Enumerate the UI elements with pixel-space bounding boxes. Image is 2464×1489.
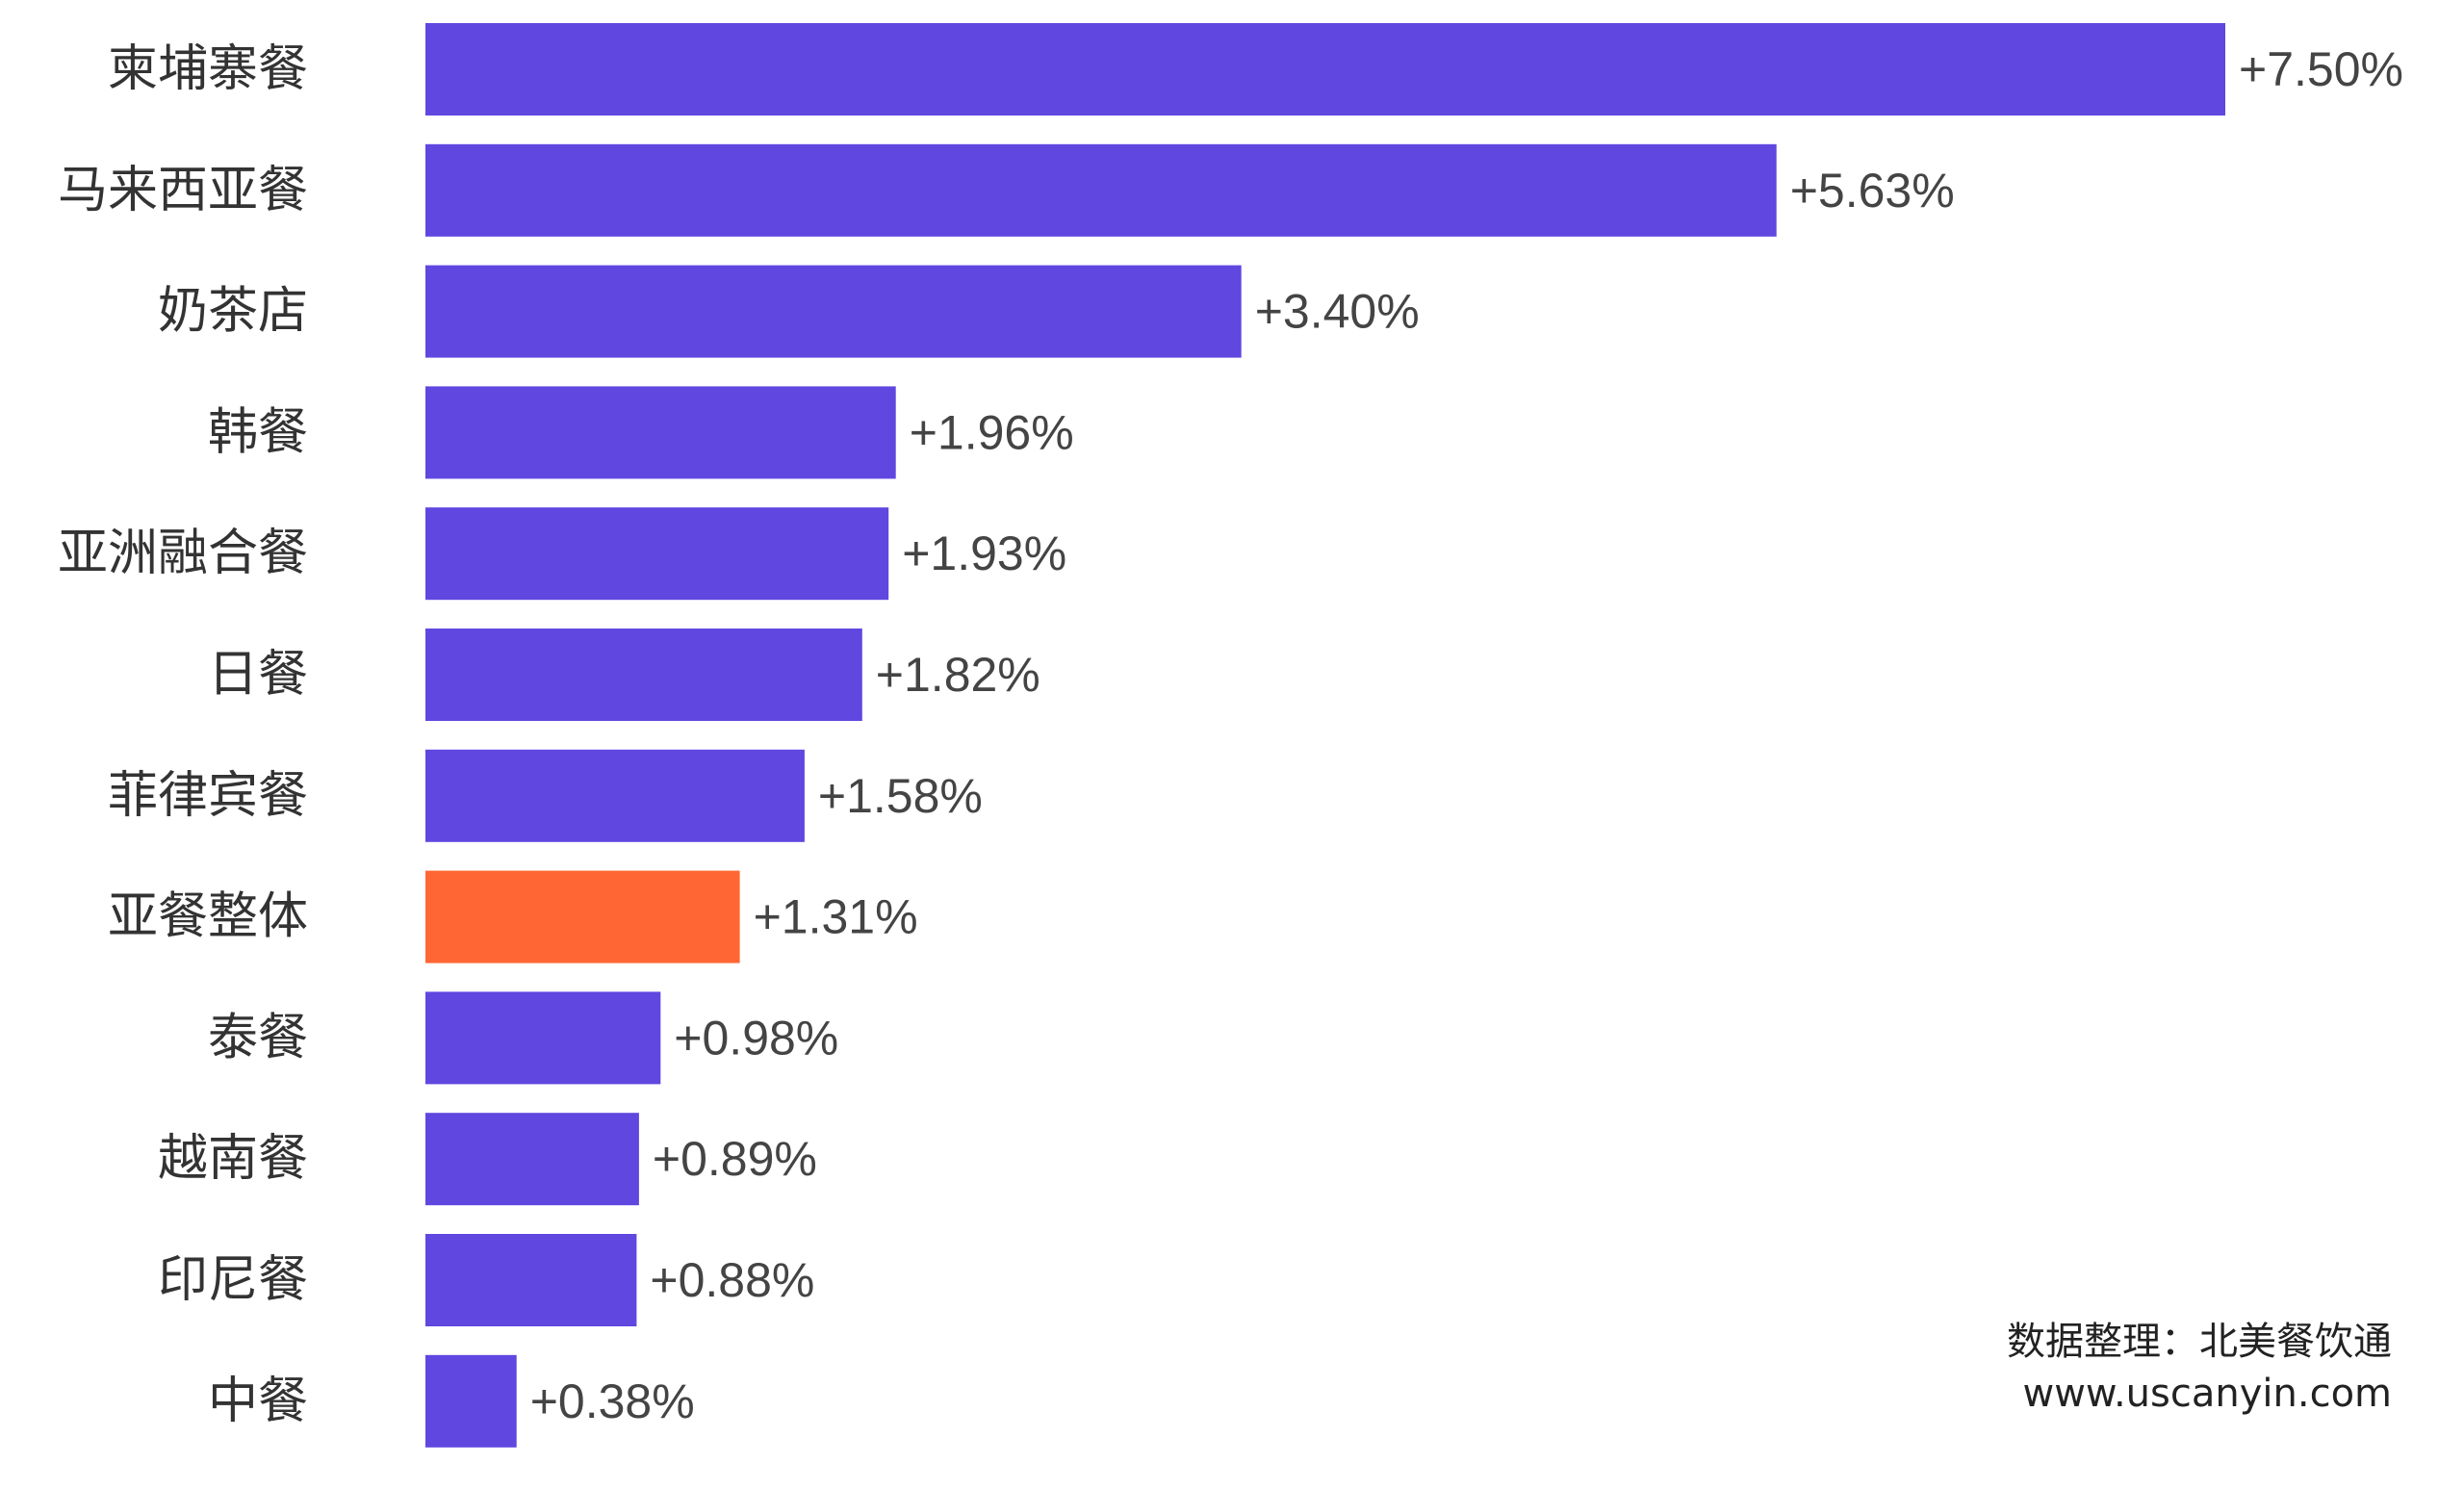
value-label-4: +1.93%	[902, 526, 1066, 580]
value-label-10: +0.88%	[650, 1253, 814, 1307]
category-label-3: 韩餐	[208, 403, 308, 461]
category-label-1: 马来西亚餐	[58, 162, 308, 219]
value-label-3: +1.96%	[910, 405, 1074, 459]
value-labels-group: +7.50% +5.63% +3.40% +1.96% +1.93% +1.82% +1.5…	[530, 42, 2403, 1428]
category-label-0: 柬埔寨餐	[108, 40, 308, 98]
bar-1	[425, 143, 1777, 237]
value-label-6: +1.58%	[818, 769, 983, 823]
bar-6	[425, 749, 805, 842]
value-label-7: +1.31%	[754, 890, 918, 944]
category-label-5: 日餐	[208, 646, 308, 704]
category-label-2: 奶茶店	[158, 283, 308, 341]
category-label-9: 越南餐	[158, 1130, 308, 1188]
credit-block: 数据整理：北美餐饮通 www.uscanyin.com	[2007, 1316, 2392, 1420]
source-credit: 数据整理：北美餐饮通	[2007, 1320, 2392, 1364]
bar-9	[425, 1113, 639, 1206]
bar-4	[425, 507, 889, 601]
category-label-7: 亚餐整体	[108, 888, 308, 946]
category-label-11: 中餐	[208, 1373, 308, 1430]
bar-2	[425, 265, 1242, 358]
category-label-8: 泰餐	[208, 1009, 308, 1066]
bar-5	[425, 629, 862, 721]
value-label-11: +0.38%	[530, 1374, 695, 1428]
bar-7	[425, 870, 740, 963]
value-label-2: +3.40%	[1255, 285, 1420, 339]
value-label-0: +7.50%	[2239, 42, 2403, 96]
bars-group	[425, 23, 2225, 1448]
bar-11	[425, 1354, 517, 1448]
value-label-9: +0.89%	[653, 1132, 817, 1186]
bar-10	[425, 1234, 637, 1326]
value-label-5: +1.82%	[876, 648, 1040, 702]
category-label-6: 菲律宾餐	[108, 767, 308, 825]
value-label-1: +5.63%	[1790, 164, 1955, 218]
bar-8	[425, 991, 661, 1085]
category-label-4: 亚洲融合餐	[58, 525, 308, 582]
bar-0	[425, 23, 2225, 116]
bar-3	[425, 386, 896, 479]
category-label-10: 印尼餐	[158, 1251, 308, 1309]
value-label-8: +0.98%	[674, 1011, 838, 1065]
website-url: www.uscanyin.com	[2022, 1372, 2392, 1416]
